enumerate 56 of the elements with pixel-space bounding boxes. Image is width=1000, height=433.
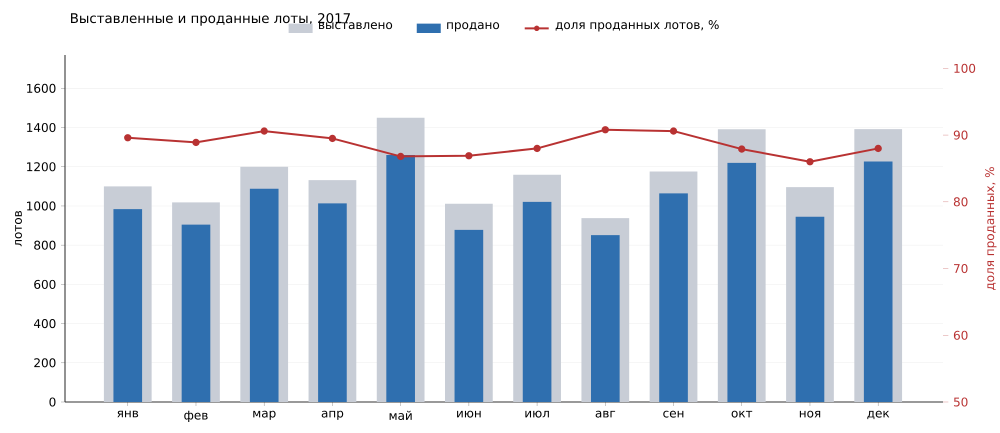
y-tick-label: 1200 [27, 162, 56, 172]
y-tick-label: 400 [34, 319, 56, 328]
x-tick-label: сен [663, 410, 684, 418]
y2-axis-title: доля проданных, % [985, 167, 997, 290]
y2-tick-label: 60 [954, 330, 968, 340]
bar [454, 230, 484, 402]
x-tick-label: фев [184, 410, 208, 422]
point [396, 152, 404, 160]
point [192, 138, 200, 146]
y-tick-label: 600 [34, 280, 56, 289]
point [533, 144, 541, 152]
x-tick-label: июл [525, 410, 549, 418]
x-tick-label: апр [322, 410, 344, 420]
bar [659, 193, 688, 402]
y2-tick-label: 70 [954, 264, 968, 274]
legend-label: доля проданных лотов, % [556, 20, 719, 32]
x-tick-label: май [390, 410, 412, 420]
y2-tick-label: 90 [954, 130, 968, 140]
bar [113, 209, 142, 402]
legend-label: выставлено [319, 22, 392, 30]
point [738, 145, 746, 153]
legend-label: продано [447, 22, 500, 32]
point [124, 134, 132, 142]
bar [250, 188, 279, 402]
bar [522, 202, 552, 402]
y-axis-title: лотов [15, 211, 22, 246]
x-tick-label: янв [117, 410, 138, 418]
x-tick-label: июн [457, 410, 481, 418]
x-tick-label: ноя [800, 410, 820, 418]
point [328, 134, 336, 142]
x-tick-label: мар [253, 410, 276, 420]
x-tick-label: авг [596, 410, 616, 418]
y-tick-label: 200 [34, 358, 56, 368]
y2-tick-label: 80 [954, 197, 968, 206]
point [602, 126, 609, 134]
bar [727, 162, 756, 402]
x-tick-label: окт [732, 410, 752, 418]
y-tick-label: 1600 [27, 84, 56, 93]
bar [182, 224, 210, 402]
bar [796, 216, 824, 402]
y-tick-label: 0 [49, 397, 56, 407]
y2-tick-label: 100 [954, 64, 976, 73]
point [806, 158, 814, 166]
y-tick-label: 800 [34, 240, 56, 250]
y-tick-label: 1000 [27, 201, 56, 210]
bar [590, 235, 620, 402]
bar [386, 154, 415, 402]
point [465, 152, 473, 160]
point [670, 127, 678, 135]
point [260, 127, 268, 135]
bar [864, 161, 893, 402]
bar [318, 203, 347, 402]
x-tick-label: дек [867, 410, 890, 420]
y2-tick-label: 50 [954, 397, 968, 407]
point [874, 144, 882, 152]
y-tick-label: 1400 [27, 122, 56, 132]
